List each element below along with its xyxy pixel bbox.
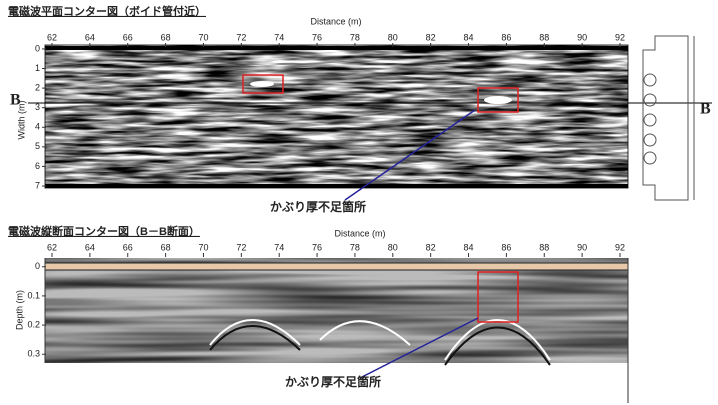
reflection xyxy=(484,96,512,104)
x-tick-label: 80 xyxy=(388,32,398,42)
y-tick-label: 0 xyxy=(35,43,40,53)
radar-image xyxy=(45,45,628,188)
reflection xyxy=(250,81,274,87)
x-tick-label: 70 xyxy=(198,32,208,42)
x-tick-label: 68 xyxy=(161,32,171,42)
y-tick-label: 0.3 xyxy=(27,349,40,359)
x-tick-label: 90 xyxy=(577,32,587,42)
cross-section-diagram xyxy=(642,35,695,201)
x-tick-label: 92 xyxy=(615,32,625,42)
x-tick-label: 86 xyxy=(501,32,511,42)
x-tick-label: 68 xyxy=(161,242,171,252)
x-tick-label: 70 xyxy=(198,242,208,252)
x-tick-label: 62 xyxy=(47,32,57,42)
y-tick-label: 0.2 xyxy=(27,319,40,329)
x-tick-label: 72 xyxy=(236,242,246,252)
x-tick-label: 76 xyxy=(312,32,322,42)
x-tick-label: 78 xyxy=(350,242,360,252)
y-tick-label: 0 xyxy=(35,261,40,271)
y-axis-label: Depth (m) xyxy=(14,290,24,330)
x-tick-label: 82 xyxy=(426,32,436,42)
x-tick-label: 76 xyxy=(312,242,322,252)
x-tick-label: 74 xyxy=(274,242,284,252)
panel-title: 電磁波縦断面コンター図（B－B断面） xyxy=(8,224,200,238)
x-tick-label: 86 xyxy=(501,242,511,252)
callout-arrow xyxy=(359,317,479,379)
hyperbolas xyxy=(209,325,551,366)
x-tick-label: 66 xyxy=(123,32,133,42)
x-tick-label: 78 xyxy=(350,32,360,42)
x-tick-label: 88 xyxy=(539,242,549,252)
radar-image xyxy=(45,258,628,363)
y-tick-label: 5 xyxy=(35,141,40,151)
x-tick-label: 84 xyxy=(464,32,474,42)
x-tick-label: 66 xyxy=(123,242,133,252)
section-label: B xyxy=(700,101,711,118)
callout-arrow xyxy=(344,109,476,201)
y-tick-label: 3 xyxy=(35,102,40,112)
panel-title: 電磁波平面コンター図（ボイド管付近） xyxy=(8,4,206,18)
x-tick-label: 84 xyxy=(464,242,474,252)
hyperbolas xyxy=(209,319,551,361)
x-tick-label: 92 xyxy=(615,242,625,252)
x-tick-label: 80 xyxy=(388,242,398,252)
x-tick-label: 62 xyxy=(47,242,57,252)
x-tick-label: 64 xyxy=(85,242,95,252)
y-tick-label: 2 xyxy=(35,82,40,92)
y-tick-label: 4 xyxy=(35,122,40,132)
y-axis-label: Width (m) xyxy=(16,101,26,140)
y-tick-label: 6 xyxy=(35,161,40,171)
callout: かぶり厚不足箇所 xyxy=(270,199,366,214)
callout: かぶり厚不足箇所 xyxy=(285,374,381,389)
x-tick-label: 82 xyxy=(426,242,436,252)
x-axis-label: Distance (m) xyxy=(334,228,385,238)
y-tick-label: 7 xyxy=(35,180,40,190)
x-axis-label: Distance (m) xyxy=(310,16,361,26)
highlight-box xyxy=(242,74,284,94)
section-label: B xyxy=(10,92,21,109)
surface-band xyxy=(44,262,629,271)
x-tick-label: 64 xyxy=(85,32,95,42)
highlight-box xyxy=(477,87,519,113)
y-tick-label: 1 xyxy=(35,63,40,73)
y-tick-label: 0.1 xyxy=(27,290,40,300)
highlight-box xyxy=(477,271,519,323)
x-tick-label: 88 xyxy=(539,32,549,42)
x-tick-label: 72 xyxy=(236,32,246,42)
x-tick-label: 74 xyxy=(274,32,284,42)
x-tick-label: 90 xyxy=(577,242,587,252)
